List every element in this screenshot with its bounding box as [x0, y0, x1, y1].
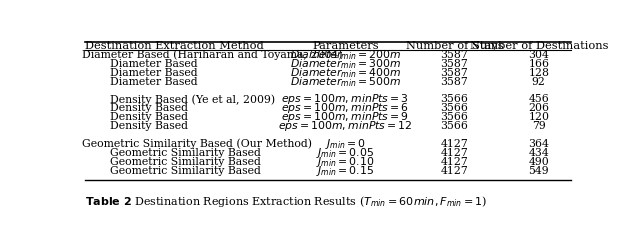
Text: $\mathit{eps} = 100m, \mathit{minPts} = 3$: $\mathit{eps} = 100m, \mathit{minPts} = … [282, 92, 410, 106]
Text: Density Based: Density Based [83, 121, 189, 131]
Text: Diameter Based (Hariharan and Toyama, 2004): Diameter Based (Hariharan and Toyama, 20… [83, 50, 343, 60]
Text: 4127: 4127 [440, 157, 468, 167]
Text: 549: 549 [529, 166, 549, 176]
Text: 3587: 3587 [440, 68, 468, 78]
Text: $\mathit{Diameter}_{min} = 200m$: $\mathit{Diameter}_{min} = 200m$ [290, 48, 401, 62]
Text: 490: 490 [529, 157, 549, 167]
Text: Density Based: Density Based [83, 103, 189, 113]
Text: 456: 456 [529, 94, 549, 104]
Text: $\mathit{eps} = 100m, \mathit{minPts} = 12$: $\mathit{eps} = 100m, \mathit{minPts} = … [278, 119, 413, 133]
Text: 3566: 3566 [440, 112, 468, 122]
Text: $\mathit{eps} = 100m, \mathit{minPts} = 9$: $\mathit{eps} = 100m, \mathit{minPts} = … [282, 110, 410, 124]
Text: 206: 206 [528, 103, 549, 113]
Text: $\mathit{J}_{min} = 0.05$: $\mathit{J}_{min} = 0.05$ [316, 146, 374, 160]
Text: 4127: 4127 [440, 166, 468, 176]
Text: Diameter Based: Diameter Based [83, 59, 198, 69]
Text: $\mathit{Diameter}_{min} = 400m$: $\mathit{Diameter}_{min} = 400m$ [290, 66, 401, 80]
Text: $\mathit{J}_{min} = 0.15$: $\mathit{J}_{min} = 0.15$ [316, 164, 374, 178]
Text: 434: 434 [529, 148, 549, 158]
Text: $\mathit{J}_{min} = 0$: $\mathit{J}_{min} = 0$ [324, 137, 366, 151]
Text: $\mathit{Diameter}_{min} = 300m$: $\mathit{Diameter}_{min} = 300m$ [290, 57, 401, 71]
Text: Geometric Similarity Based (Our Method): Geometric Similarity Based (Our Method) [83, 139, 312, 149]
Text: Geometric Similarity Based: Geometric Similarity Based [83, 157, 261, 167]
Text: 3566: 3566 [440, 103, 468, 113]
Text: 3587: 3587 [440, 59, 468, 69]
Text: Parameters: Parameters [312, 41, 379, 51]
Text: 3587: 3587 [440, 77, 468, 87]
Text: Destination Extraction Method: Destination Extraction Method [85, 41, 264, 51]
Text: Number of Stays: Number of Stays [406, 41, 503, 51]
Text: 364: 364 [529, 139, 549, 149]
Text: Density Based (Ye et al, 2009): Density Based (Ye et al, 2009) [83, 94, 276, 105]
Text: $\mathbf{Table\ 2}$ Destination Regions Extraction Results ($T_{min} = 60min, F_: $\mathbf{Table\ 2}$ Destination Regions … [85, 194, 487, 209]
Text: 3587: 3587 [440, 50, 468, 60]
Text: 4127: 4127 [440, 148, 468, 158]
Text: 3566: 3566 [440, 121, 468, 131]
Text: 3566: 3566 [440, 94, 468, 104]
Text: 128: 128 [528, 68, 549, 78]
Text: Density Based: Density Based [83, 112, 189, 122]
Text: Diameter Based: Diameter Based [83, 77, 198, 87]
Text: 4127: 4127 [440, 139, 468, 149]
Text: 304: 304 [529, 50, 549, 60]
Text: Geometric Similarity Based: Geometric Similarity Based [83, 166, 261, 176]
Text: 166: 166 [528, 59, 549, 69]
Text: Number of Destinations: Number of Destinations [470, 41, 608, 51]
Text: $\mathit{J}_{min} = 0.10$: $\mathit{J}_{min} = 0.10$ [316, 155, 374, 169]
Text: 120: 120 [528, 112, 549, 122]
Text: Diameter Based: Diameter Based [83, 68, 198, 78]
Text: 92: 92 [532, 77, 546, 87]
Text: $\mathit{eps} = 100m, \mathit{minPts} = 6$: $\mathit{eps} = 100m, \mathit{minPts} = … [282, 101, 410, 115]
Text: $\mathit{Diameter}_{min} = 500m$: $\mathit{Diameter}_{min} = 500m$ [290, 75, 401, 88]
Text: 79: 79 [532, 121, 546, 131]
Text: Geometric Similarity Based: Geometric Similarity Based [83, 148, 261, 158]
